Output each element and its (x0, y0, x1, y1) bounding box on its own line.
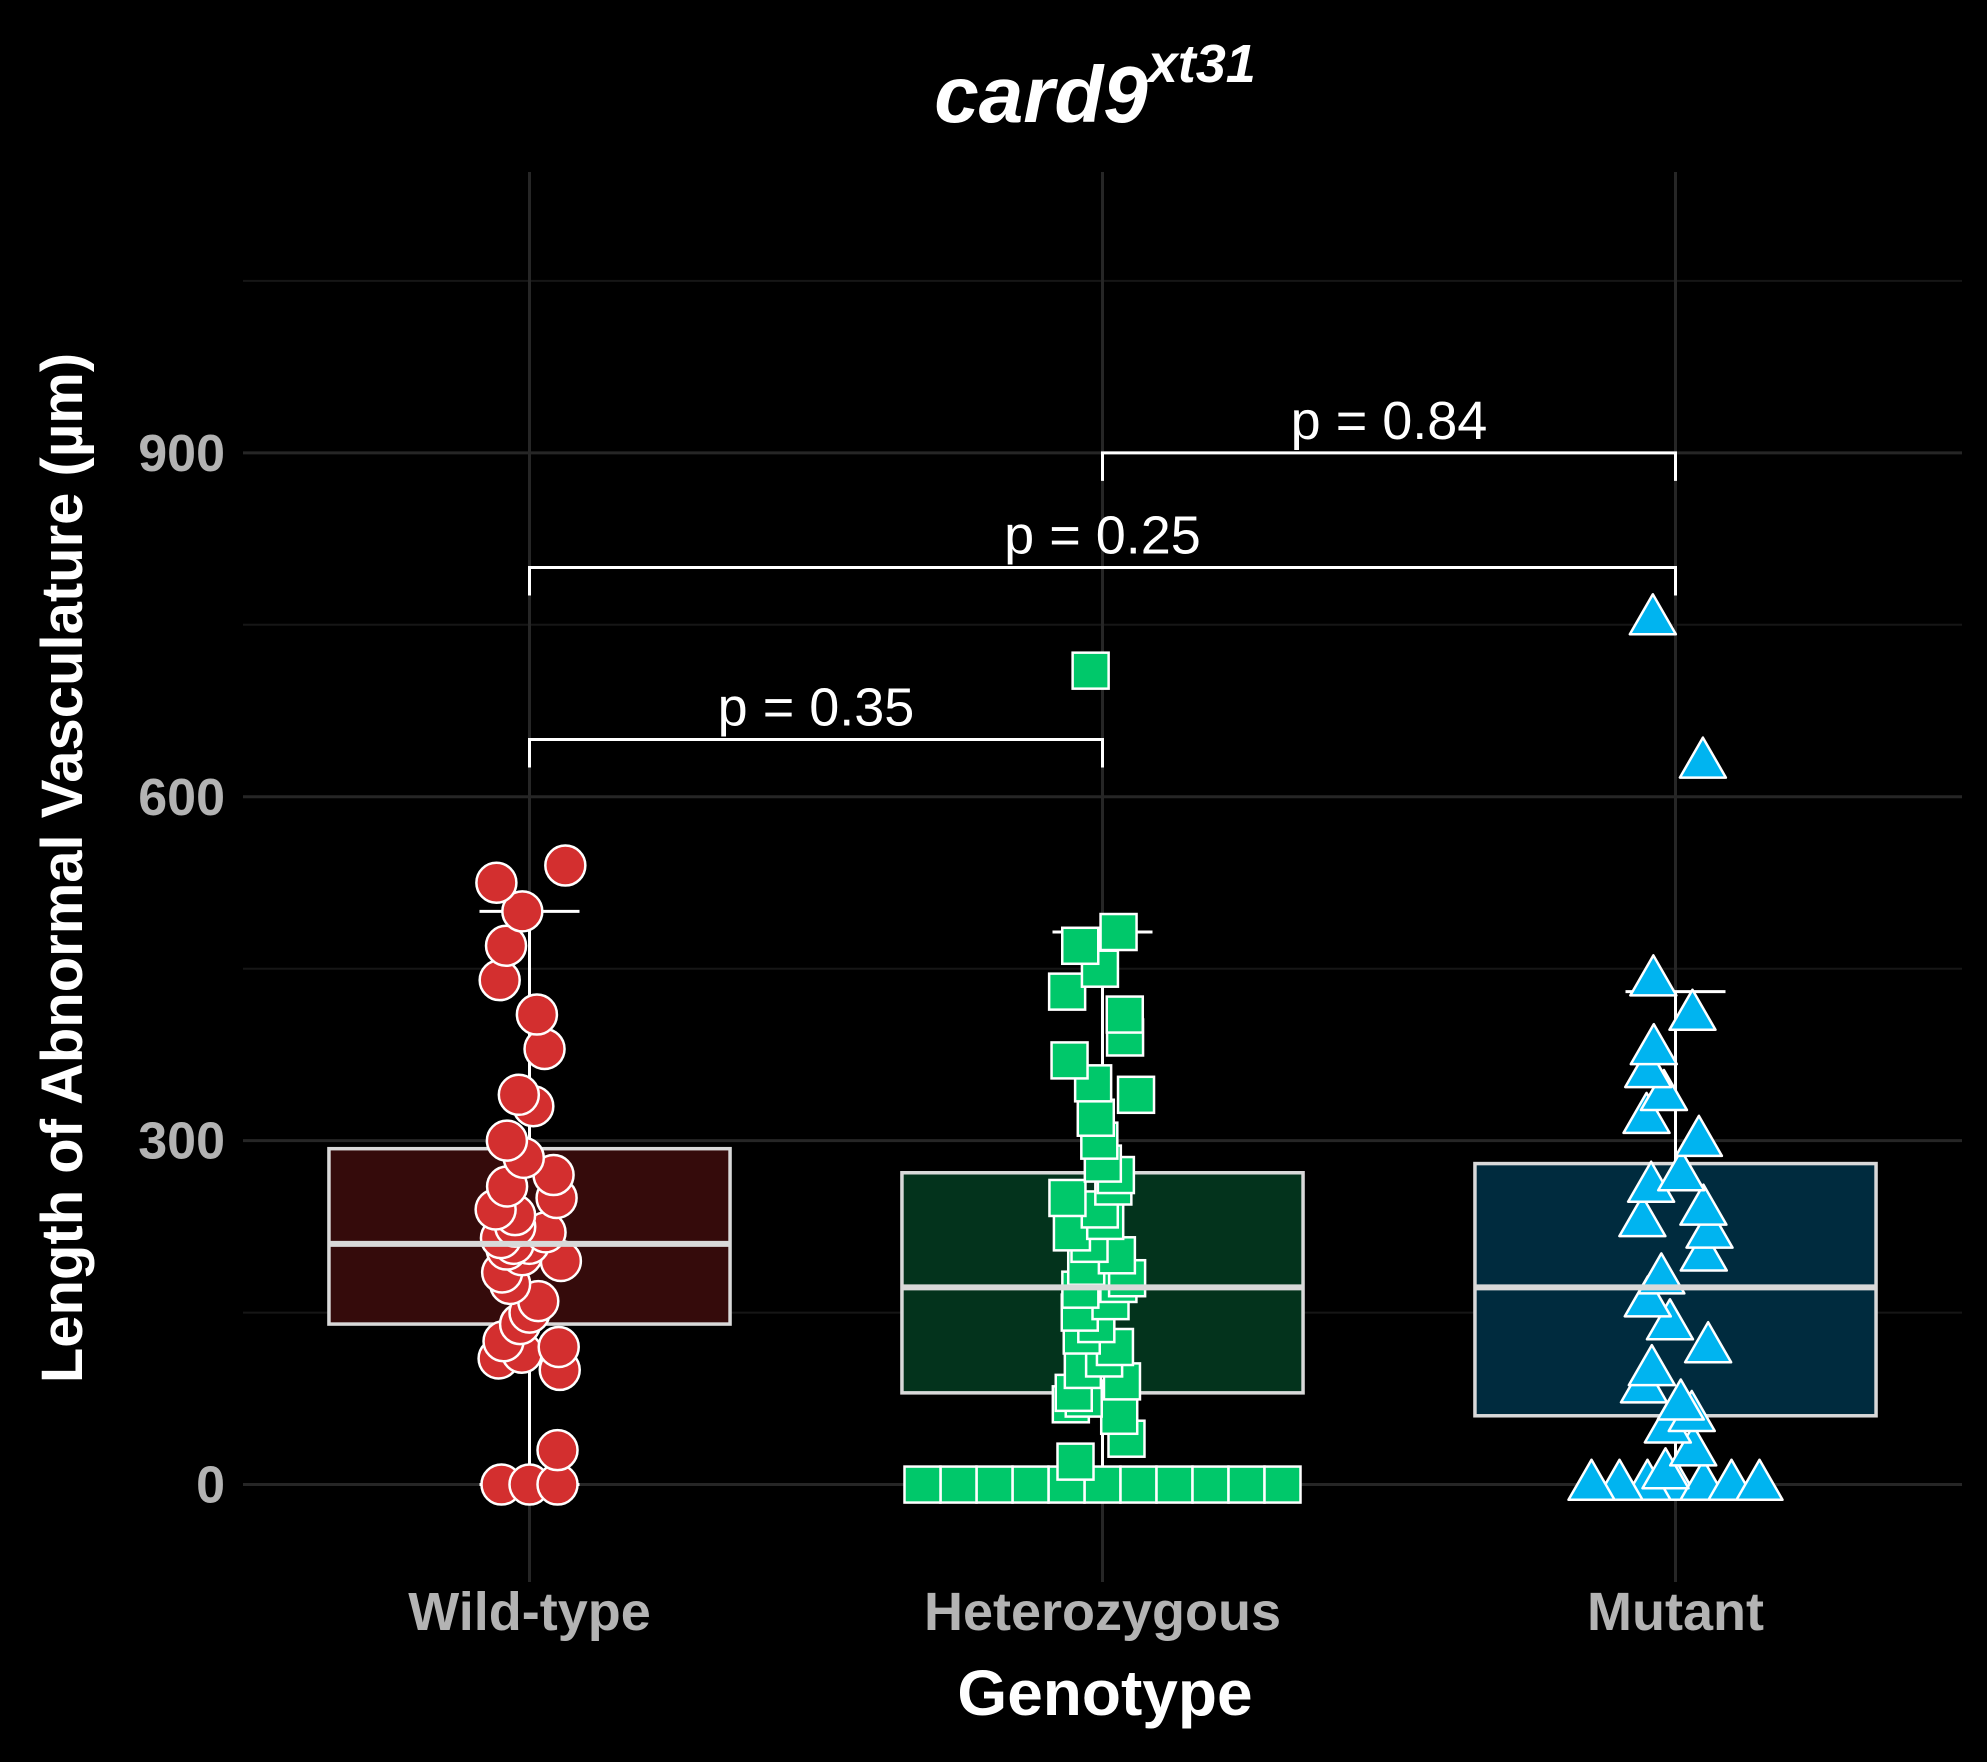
data-point (1048, 1178, 1087, 1218)
y-axis-label: Length of Abnormal Vasculature (µm) (30, 353, 95, 1383)
data-point (544, 844, 587, 887)
data-point (1656, 1148, 1706, 1192)
chart-title: card9xt31 (934, 34, 1256, 139)
data-point (1050, 1041, 1089, 1080)
data-point (1567, 1458, 1616, 1502)
data-point (475, 861, 518, 904)
data-point (1056, 1442, 1095, 1481)
bracket-line (1101, 451, 1677, 481)
data-point (1668, 988, 1717, 1032)
data-points (903, 651, 1302, 1504)
data-point (975, 1465, 1014, 1504)
data-point (484, 924, 528, 968)
data-point (1116, 1075, 1156, 1115)
data-point (1191, 1465, 1230, 1504)
y-tick-label: 600 (138, 769, 225, 827)
data-point (497, 1073, 541, 1117)
bracket: p = 0.84 (1101, 391, 1677, 481)
x-tick-label: Mutant (1587, 1582, 1764, 1642)
data-point (1656, 1378, 1706, 1421)
data-point (1629, 954, 1678, 997)
data-point (1155, 1465, 1194, 1504)
y-tick-label: 900 (138, 425, 225, 483)
data-point (1674, 1114, 1724, 1158)
data-point (1047, 972, 1087, 1011)
data-point (1685, 1206, 1734, 1249)
data-point (1618, 1194, 1667, 1238)
data-point (1679, 1183, 1728, 1226)
p-value-label: p = 0.84 (1291, 391, 1488, 451)
data-point (1071, 651, 1110, 690)
y-axis-tick-labels: 0 300 600 900 (138, 425, 225, 1515)
data-point (1105, 995, 1145, 1034)
data-point (1679, 1229, 1729, 1272)
data-point (1099, 912, 1138, 952)
data-point (1623, 1275, 1673, 1318)
data-point (536, 1428, 579, 1472)
data-point (1639, 1068, 1689, 1112)
data-point (485, 1119, 529, 1162)
data-point (1076, 1098, 1116, 1137)
data-point (1623, 1045, 1673, 1089)
chart-title-main: card9 (934, 50, 1148, 139)
bracket-line (528, 565, 1677, 596)
data-point (939, 1465, 978, 1504)
data-point (1011, 1465, 1050, 1504)
data-point (1628, 593, 1678, 636)
data-point (1641, 1447, 1690, 1490)
x-tick-label: Heterozygous (924, 1582, 1281, 1642)
data-point (1061, 926, 1100, 966)
data-point (1683, 1320, 1733, 1364)
data-point (1668, 1424, 1718, 1467)
data-point (1099, 1396, 1139, 1436)
data-point (1678, 736, 1728, 779)
data-point (1735, 1458, 1784, 1502)
data-point (1637, 1252, 1686, 1295)
data-point (515, 993, 559, 1036)
bracket: p = 0.35 (528, 677, 1104, 768)
data-points (474, 844, 587, 1506)
chart-title-superscript: xt31 (1145, 34, 1256, 94)
group-heterozygous (900, 651, 1305, 1504)
x-tick-label: Wild-type (408, 1582, 651, 1642)
data-point (478, 958, 521, 1002)
y-tick-label: 300 (138, 1113, 225, 1171)
p-value-label: p = 0.35 (718, 677, 915, 737)
p-value-label: p = 0.25 (1004, 505, 1201, 565)
data-point (1622, 1091, 1671, 1135)
data-point (1645, 1298, 1695, 1341)
data-point (523, 1027, 566, 1071)
data-point (1627, 1343, 1677, 1387)
significance-brackets: p = 0.35 p = 0.25 p = 0.84 (528, 391, 1677, 768)
x-axis-tick-labels: Wild-type Heterozygous Mutant (408, 1582, 1764, 1642)
data-point (903, 1465, 942, 1504)
data-point (1629, 1022, 1679, 1066)
data-point (1119, 1465, 1158, 1504)
group-wild-type (327, 844, 732, 1506)
group-mutant (1473, 593, 1878, 1502)
data-point (501, 890, 544, 933)
x-axis-label: Genotype (957, 1657, 1252, 1729)
y-tick-label: 0 (196, 1457, 225, 1515)
data-point (1227, 1465, 1266, 1504)
bracket-line (528, 737, 1104, 768)
data-point (537, 1325, 580, 1369)
data-points (1567, 593, 1784, 1502)
groups (327, 593, 1878, 1506)
bracket: p = 0.25 (528, 505, 1677, 596)
data-point (1263, 1465, 1302, 1504)
